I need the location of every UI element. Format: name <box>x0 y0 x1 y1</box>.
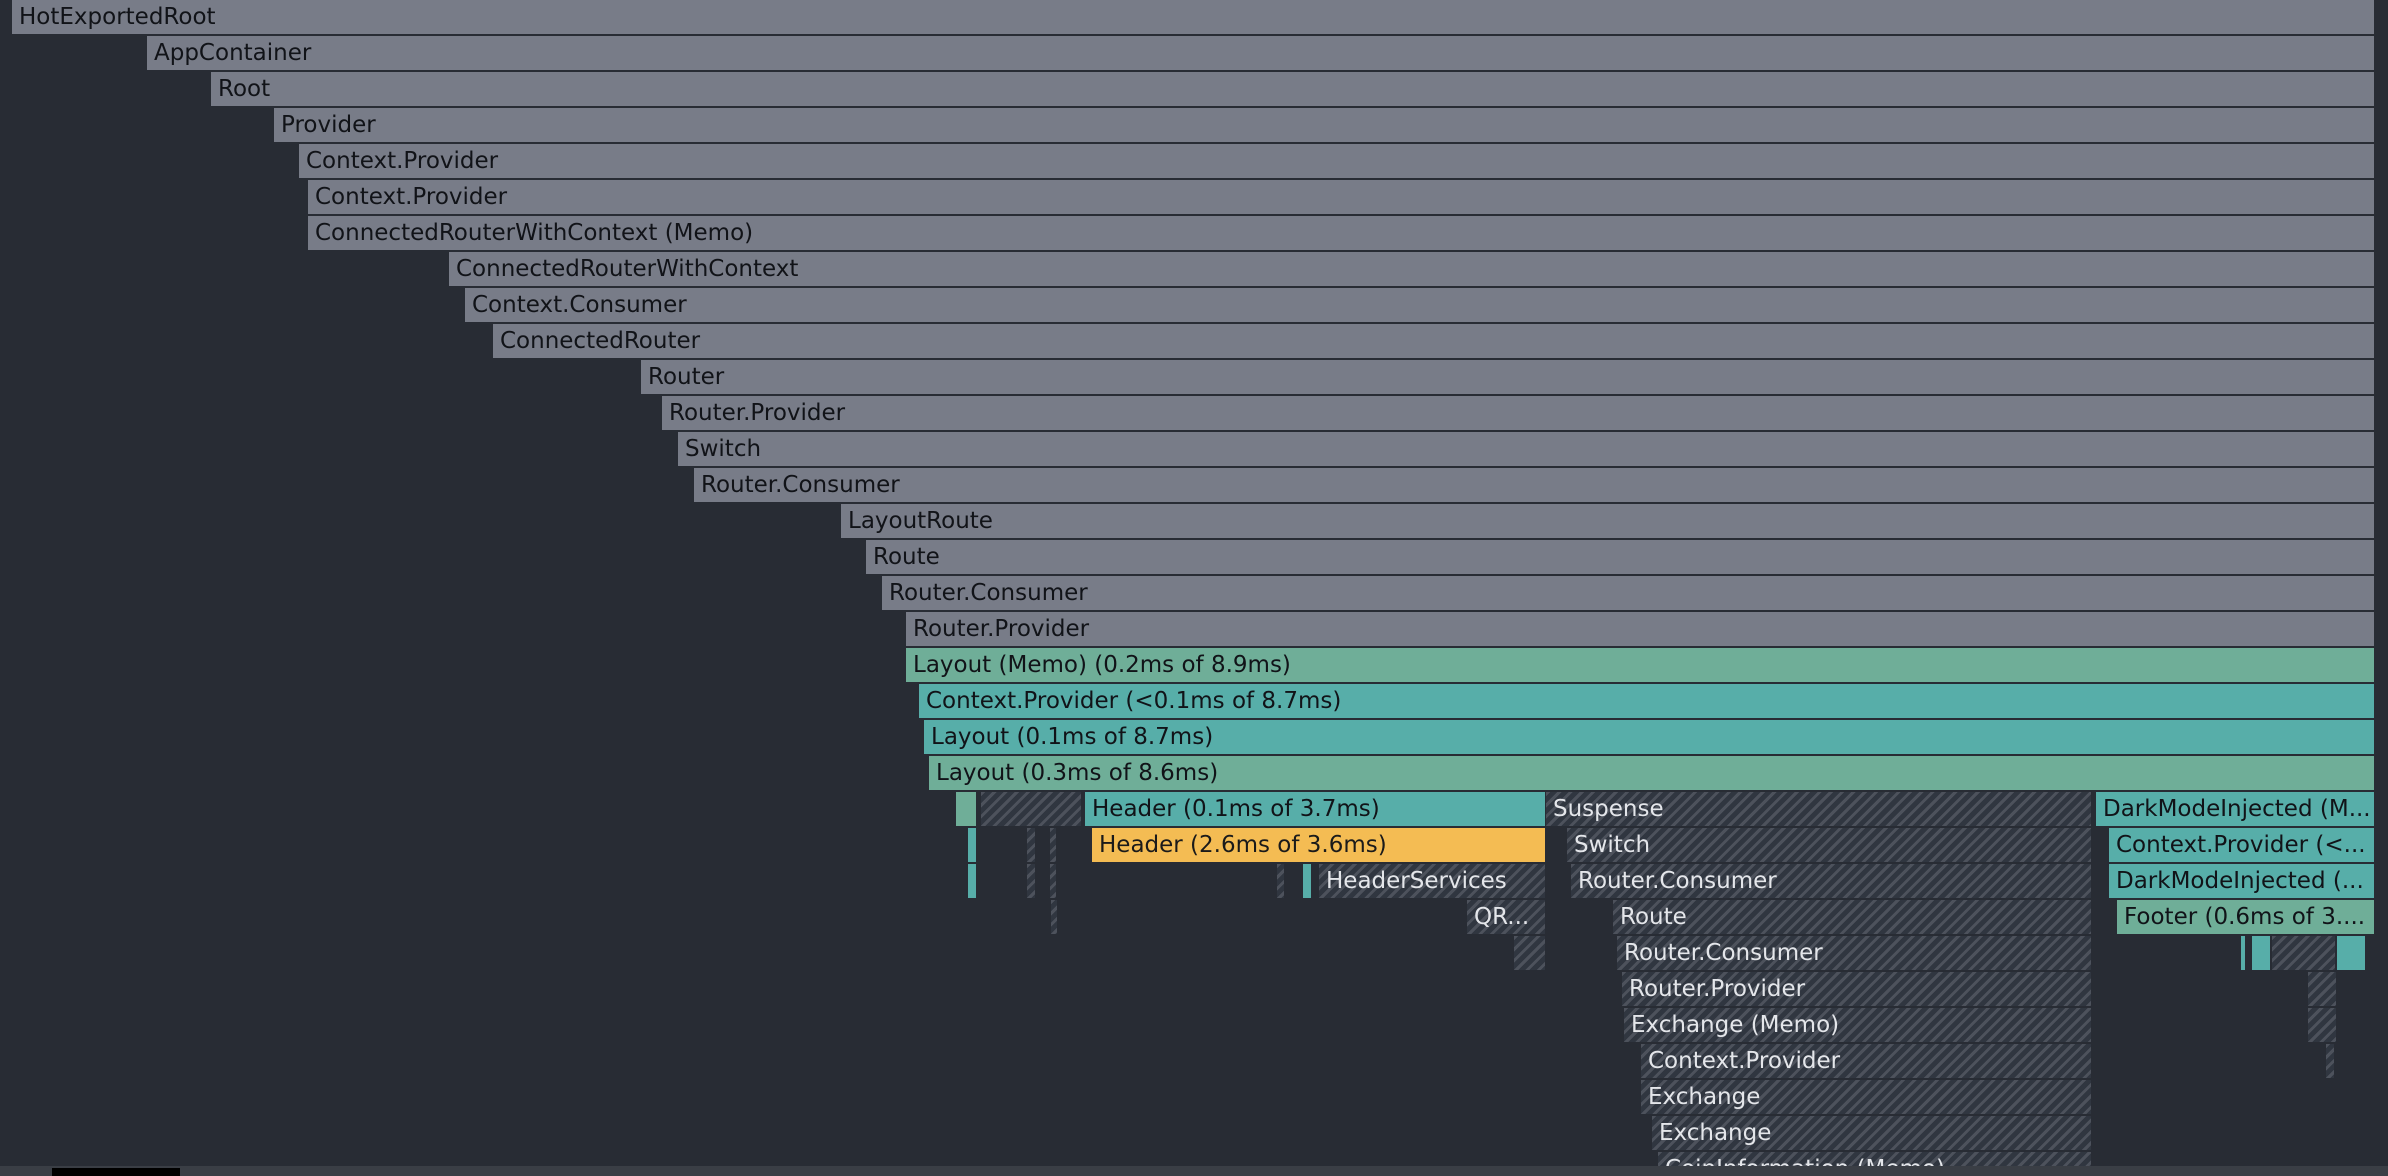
flamegraph-bar[interactable]: Router.Provider <box>662 396 2376 430</box>
flamegraph-bar[interactable] <box>1050 864 1058 898</box>
flamegraph-bar[interactable]: Root <box>211 72 2376 106</box>
flamegraph-bar[interactable] <box>2308 972 2338 1006</box>
flamegraph-bar[interactable] <box>956 792 978 826</box>
flamegraph-bar[interactable]: Router.Consumer <box>694 468 2376 502</box>
flamegraph-bar[interactable]: ConnectedRouterWithContext <box>449 252 2376 286</box>
flamegraph-bar[interactable]: Route <box>866 540 2376 574</box>
flamegraph-bar[interactable] <box>2337 936 2367 970</box>
flamegraph-bar[interactable]: Context.Provider <box>1641 1044 2093 1078</box>
flamegraph-bar[interactable]: HeaderServices <box>1319 864 1547 898</box>
flamegraph-bar[interactable]: Context.Provider (<... <box>2109 828 2376 862</box>
flamegraph-bar[interactable] <box>1050 828 1058 862</box>
flamegraph-bar[interactable]: Layout (Memo) (0.2ms of 8.9ms) <box>906 648 2376 682</box>
flamegraph-bar[interactable]: QR... <box>1467 900 1547 934</box>
flamegraph-bar[interactable]: DarkModeInjected (M... <box>2096 792 2376 826</box>
flamegraph-bar[interactable]: Switch <box>1567 828 2093 862</box>
flamegraph-bar[interactable]: Route <box>1613 900 2093 934</box>
flamegraph-bar[interactable] <box>981 792 1083 826</box>
flamegraph-bar[interactable]: Router.Consumer <box>1571 864 2093 898</box>
flamegraph-bar[interactable]: Router <box>641 360 2376 394</box>
flamegraph-bar[interactable]: ConnectedRouterWithContext (Memo) <box>308 216 2376 250</box>
flamegraph-bar[interactable] <box>2308 1008 2338 1042</box>
flamegraph-bar[interactable]: Exchange <box>1641 1080 2093 1114</box>
flamegraph-bar[interactable]: Router.Provider <box>1622 972 2093 1006</box>
flamegraph-bar[interactable]: Header (0.1ms of 3.7ms) <box>1085 792 1547 826</box>
flamegraph-bar[interactable] <box>1027 864 1037 898</box>
flamegraph-bar[interactable]: HotExportedRoot <box>12 0 2376 34</box>
flamegraph-bar[interactable]: Footer (0.6ms of 3.... <box>2117 900 2376 934</box>
flamegraph-bar[interactable] <box>1027 828 1037 862</box>
flamegraph-bar[interactable]: Router.Provider <box>906 612 2376 646</box>
flamegraph-bar[interactable] <box>2326 1044 2336 1078</box>
flamegraph-bar[interactable]: Switch <box>678 432 2376 466</box>
flamegraph-bar[interactable]: Suspense <box>1546 792 2093 826</box>
flamegraph-bar[interactable]: Layout (0.1ms of 8.7ms) <box>924 720 2376 754</box>
flamegraph-bar[interactable]: Header (2.6ms of 3.6ms) <box>1092 828 1547 862</box>
flamegraph-bar[interactable]: Layout (0.3ms of 8.6ms) <box>929 756 2376 790</box>
flamegraph-bar[interactable] <box>1303 864 1313 898</box>
horizontal-scrollbar-track[interactable] <box>0 1166 2388 1176</box>
flamegraph-bar[interactable] <box>1051 900 1059 934</box>
flamegraph-bar[interactable]: Provider <box>274 108 2376 142</box>
flamegraph-bar[interactable] <box>968 828 978 862</box>
flamegraph-bar[interactable] <box>968 864 978 898</box>
flamegraph-bar[interactable] <box>1277 864 1286 898</box>
flamegraph-bar[interactable] <box>2241 936 2247 970</box>
flamegraph-bar[interactable] <box>2272 936 2337 970</box>
flamegraph-bar[interactable]: LayoutRoute <box>841 504 2376 538</box>
flamegraph-bar[interactable]: Router.Consumer <box>882 576 2376 610</box>
flamegraph-bar[interactable] <box>2252 936 2272 970</box>
flamegraph-bar[interactable]: Context.Provider <box>308 180 2376 214</box>
flamegraph-bar[interactable]: AppContainer <box>147 36 2376 70</box>
flamegraph-bar[interactable]: DarkModeInjected (... <box>2109 864 2376 898</box>
flamegraph-bar[interactable] <box>1514 936 1547 970</box>
flamegraph-bar[interactable]: Router.Consumer <box>1617 936 2093 970</box>
flamegraph-bar[interactable]: ConnectedRouter <box>493 324 2376 358</box>
flamegraph-bar[interactable]: Exchange <box>1652 1116 2093 1150</box>
flamegraph-bar[interactable]: Exchange (Memo) <box>1624 1008 2093 1042</box>
flamegraph-bar[interactable]: Context.Provider <box>299 144 2376 178</box>
horizontal-scrollbar-thumb[interactable] <box>52 1168 180 1176</box>
flamegraph-bar[interactable]: Context.Provider (<0.1ms of 8.7ms) <box>919 684 2376 718</box>
flamegraph-bar[interactable]: Context.Consumer <box>465 288 2376 322</box>
